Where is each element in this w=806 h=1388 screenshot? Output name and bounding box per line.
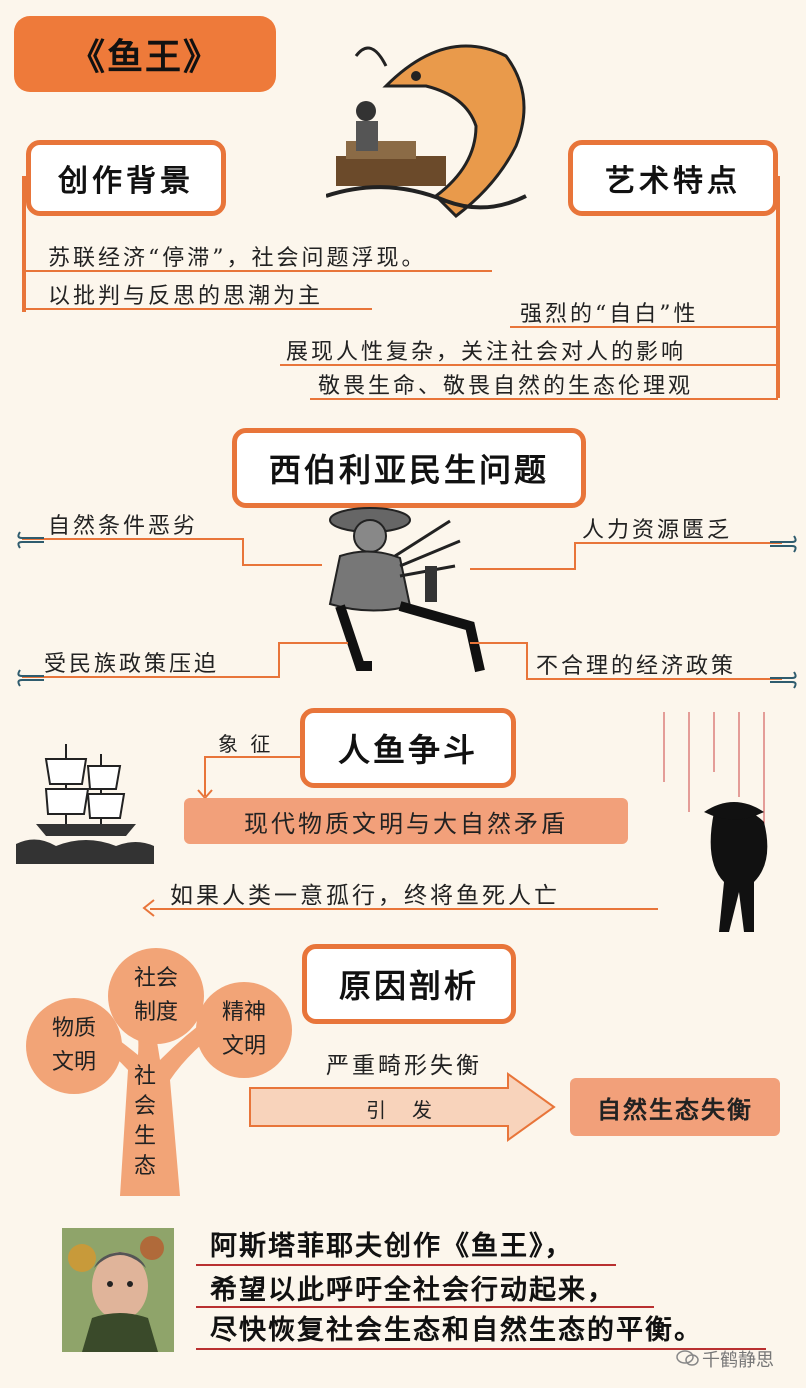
man-with-arrows-illustration [328,507,485,673]
connector-line [776,176,780,398]
hook-icon [770,671,797,689]
branch-line [574,542,576,570]
wechat-icon [676,1350,699,1366]
conclusion-line-2: 希望以此呼吁全社会行动起来， [210,1275,616,1306]
conclusion-line-3: 尽快恢复社会生态和自然生态的平衡。 [210,1315,703,1346]
underline [310,398,778,400]
branch-line [242,564,322,566]
cause-analysis-heading: 原因剖析 [302,944,516,1024]
hook-icon [770,535,797,553]
creation-background-heading: 创作背景 [26,140,226,216]
background-line-1: 苏联经济“停滞”，社会问题浮现。 [48,246,427,271]
underline [26,270,492,272]
branch-line [22,538,244,540]
arrow-left-icon [142,899,155,917]
branch-line [470,642,528,644]
connector-line [204,756,206,796]
feature-line-1: 强烈的“自白”性 [520,302,699,327]
sailing-ship-illustration [16,744,154,864]
arrow-inner-label: 引 发 [366,1098,435,1122]
page-title: 《鱼王》 [14,16,276,92]
result-box: 自然生态失衡 [570,1078,780,1136]
arrow-right-icon [249,1072,556,1142]
branch-line [576,542,782,544]
branch-line [278,642,348,644]
siberia-heading: 西伯利亚民生问题 [232,428,586,508]
siberia-item-economy: 不合理的经济政策 [536,654,737,679]
branch-line [528,678,782,680]
symbol-label: 象 征 [218,732,274,756]
underline [196,1306,654,1308]
siberia-item-policy: 受民族政策压迫 [44,652,220,677]
warning-text: 如果人类一意孤行，终将鱼死人亡 [170,883,560,909]
symbol-box: 现代物质文明与大自然矛盾 [184,798,628,844]
siberia-item-labor: 人力资源匮乏 [582,518,733,543]
underline [150,908,658,910]
branch-line [526,642,528,680]
tree-circle-spirit: 精神 文明 [196,982,292,1078]
tree-circle-material: 物质 文明 [26,998,122,1094]
tree-circle-system: 社会 制度 [108,948,204,1044]
author-portrait [62,1228,174,1352]
branch-line [22,676,280,678]
man-fish-struggle-heading: 人鱼争斗 [300,708,516,788]
watermark: 千鹤静思 [702,1350,774,1371]
conclusion-line-1: 阿斯塔菲耶夫创作《鱼王》， [210,1231,574,1262]
branch-line [278,642,280,678]
branch-line [470,568,576,570]
underline [26,308,372,310]
hook-icon [17,531,44,549]
feature-line-3: 敬畏生命、敬畏自然的生态伦理观 [318,374,694,399]
underline [196,1348,766,1350]
background-line-2: 以批判与反思的思潮为主 [48,284,324,309]
underline [510,326,778,328]
connector-line [204,756,300,758]
fishing-fish-illustration [326,44,527,218]
underline [280,364,778,366]
art-features-heading: 艺术特点 [568,140,778,216]
siberia-item-nature: 自然条件恶劣 [48,514,199,539]
tree-trunk-label: 社会生态 [133,1064,156,1179]
hooks-and-fish-silhouette-illustration [663,712,768,932]
connector-line [22,176,26,312]
branch-line [242,538,244,566]
arrow-top-label: 严重畸形失衡 [326,1053,482,1079]
feature-line-2: 展现人性复杂，关注社会对人的影响 [286,340,687,365]
underline [196,1264,616,1266]
hook-icon [17,669,44,687]
